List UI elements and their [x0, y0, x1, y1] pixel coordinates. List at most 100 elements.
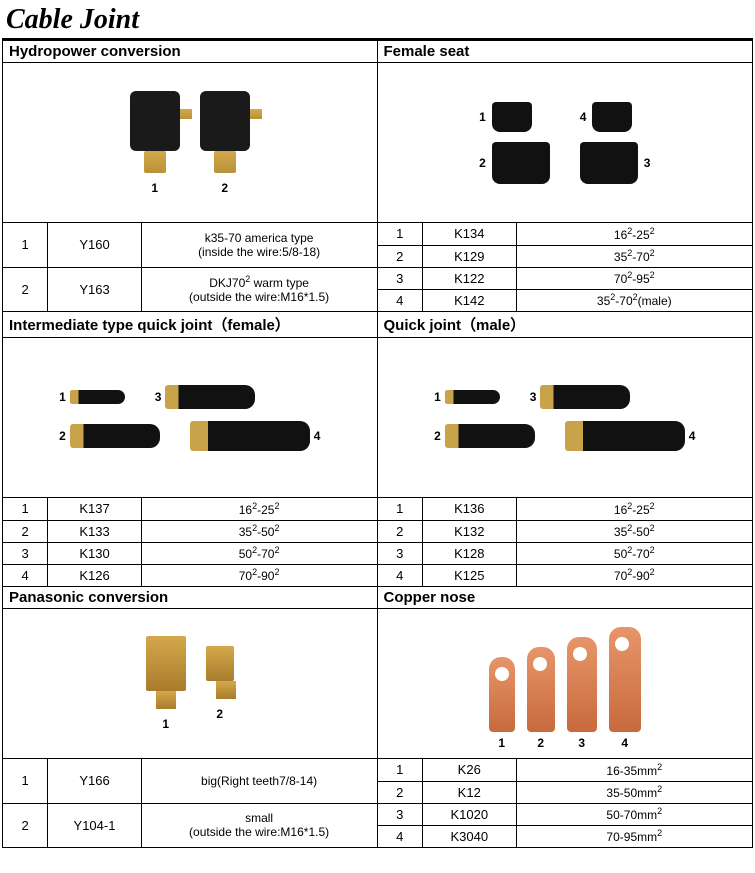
- product-spec: 702-902: [141, 564, 376, 586]
- female-seat-icon: [580, 142, 638, 184]
- row-number: 1: [378, 759, 423, 781]
- item-number: 1: [151, 181, 158, 195]
- table-row: 2K132352-502: [378, 520, 753, 542]
- product-spec: 16-35mm2: [516, 759, 752, 781]
- product-spec: 352-702(male): [516, 289, 752, 311]
- product-code: K12: [422, 781, 516, 803]
- row-number: 2: [3, 267, 48, 311]
- female-seat-icon: [492, 102, 532, 132]
- quick-joint-icon: [165, 385, 255, 409]
- product-spec: small(outside the wire:M16*1.5): [141, 803, 376, 847]
- table-row: 4K126702-902: [3, 564, 377, 586]
- table-row: 3K128502-702: [378, 542, 753, 564]
- catalog-grid: Hydropower conversion 1 2 1Y160k35-70 am…: [2, 41, 753, 848]
- product-code: K132: [422, 520, 516, 542]
- quick-joint-icon: [190, 421, 310, 451]
- item-number: 2: [479, 156, 486, 170]
- product-code: Y166: [48, 759, 141, 803]
- hydro-connector-icon: [200, 91, 250, 151]
- product-code: Y163: [48, 267, 141, 311]
- table-row: 1K137162-252: [3, 498, 377, 520]
- section-panasonic: Panasonic conversion 1 2 1Y166big(Right …: [3, 587, 378, 847]
- spec-table: 1K134162-2522K129352-7023K122702-9524K14…: [378, 223, 753, 311]
- copper-nose-icon: [527, 647, 555, 732]
- product-spec: 702-952: [516, 267, 752, 289]
- item-number: 1: [479, 110, 486, 124]
- product-code: K133: [48, 520, 141, 542]
- item-number: 1: [162, 717, 169, 731]
- table-row: 1K136162-252: [378, 498, 753, 520]
- item-number: 4: [621, 736, 628, 750]
- row-number: 2: [378, 781, 423, 803]
- quick-joint-icon: [445, 390, 500, 404]
- table-row: 3K102050-70mm2: [378, 803, 753, 825]
- item-number: 4: [580, 110, 587, 124]
- row-number: 2: [378, 520, 423, 542]
- product-spec: 502-702: [516, 542, 752, 564]
- row-number: 4: [3, 564, 48, 586]
- quick-joint-icon: [70, 390, 125, 404]
- item-number: 2: [216, 707, 223, 721]
- product-spec: 502-702: [141, 542, 376, 564]
- product-spec: 352-502: [516, 520, 752, 542]
- copper-nose-icon: [489, 657, 515, 732]
- product-spec: k35-70 america type(inside the wire:5/8-…: [141, 223, 376, 267]
- product-code: K128: [422, 542, 516, 564]
- quick-joint-icon: [445, 424, 535, 448]
- section-title: Quick joint（male）: [378, 312, 753, 338]
- product-code: K126: [48, 564, 141, 586]
- product-code: K122: [422, 267, 516, 289]
- product-code: K142: [422, 289, 516, 311]
- female-seat-icon: [592, 102, 632, 132]
- row-number: 2: [3, 803, 48, 847]
- item-number: 3: [155, 390, 162, 404]
- item-number: 2: [59, 429, 66, 443]
- hydro-connector-icon: [130, 91, 180, 151]
- table-row: 1K2616-35mm2: [378, 759, 753, 781]
- table-row: 4K304070-95mm2: [378, 825, 753, 847]
- product-code: K1020: [422, 803, 516, 825]
- spec-table: 1K137162-2522K133352-5023K130502-7024K12…: [3, 498, 377, 586]
- section-copper-nose: Copper nose 1 2 3 4 1K2616-35mm22K1235-5…: [378, 587, 753, 847]
- product-code: K26: [422, 759, 516, 781]
- product-spec: 70-95mm2: [516, 825, 752, 847]
- row-number: 1: [3, 759, 48, 803]
- product-spec: big(Right teeth7/8-14): [141, 759, 376, 803]
- table-row: 4K142352-702(male): [378, 289, 753, 311]
- product-code: K136: [422, 498, 516, 520]
- section-title: Female seat: [378, 41, 753, 63]
- table-row: 1Y166big(Right teeth7/8-14): [3, 759, 377, 803]
- product-spec: 162-252: [516, 498, 752, 520]
- copper-nose-icon: [567, 637, 597, 732]
- product-code: K125: [422, 564, 516, 586]
- table-row: 3K122702-952: [378, 267, 753, 289]
- panasonic-connector-icon: [206, 646, 234, 681]
- copper-nose-icon: [609, 627, 641, 732]
- row-number: 4: [378, 564, 423, 586]
- product-spec: 35-50mm2: [516, 781, 752, 803]
- section-quick-male: Quick joint（male） 1 3 2 4 1K136162-2522K…: [378, 312, 753, 587]
- item-number: 4: [689, 429, 696, 443]
- row-number: 2: [378, 245, 423, 267]
- product-spec: 162-252: [516, 223, 752, 245]
- row-number: 4: [378, 289, 423, 311]
- item-number: 2: [537, 736, 544, 750]
- row-number: 4: [378, 825, 423, 847]
- item-number: 1: [434, 390, 441, 404]
- product-spec: DKJ702 warm type(outside the wire:M16*1.…: [141, 267, 376, 311]
- product-spec: 50-70mm2: [516, 803, 752, 825]
- product-code: K130: [48, 542, 141, 564]
- product-image-area: 1 2 3 4: [378, 609, 753, 759]
- row-number: 3: [378, 803, 423, 825]
- row-number: 2: [3, 520, 48, 542]
- row-number: 3: [3, 542, 48, 564]
- spec-table: 1Y166big(Right teeth7/8-14)2Y104-1small(…: [3, 759, 377, 847]
- product-spec: 352-502: [141, 520, 376, 542]
- table-row: 2K129352-702: [378, 245, 753, 267]
- section-title: Panasonic conversion: [3, 587, 377, 609]
- item-number: 4: [314, 429, 321, 443]
- item-number: 2: [221, 181, 228, 195]
- spec-table: 1K136162-2522K132352-5023K128502-7024K12…: [378, 498, 753, 586]
- table-row: 1K134162-252: [378, 223, 753, 245]
- product-spec: 162-252: [141, 498, 376, 520]
